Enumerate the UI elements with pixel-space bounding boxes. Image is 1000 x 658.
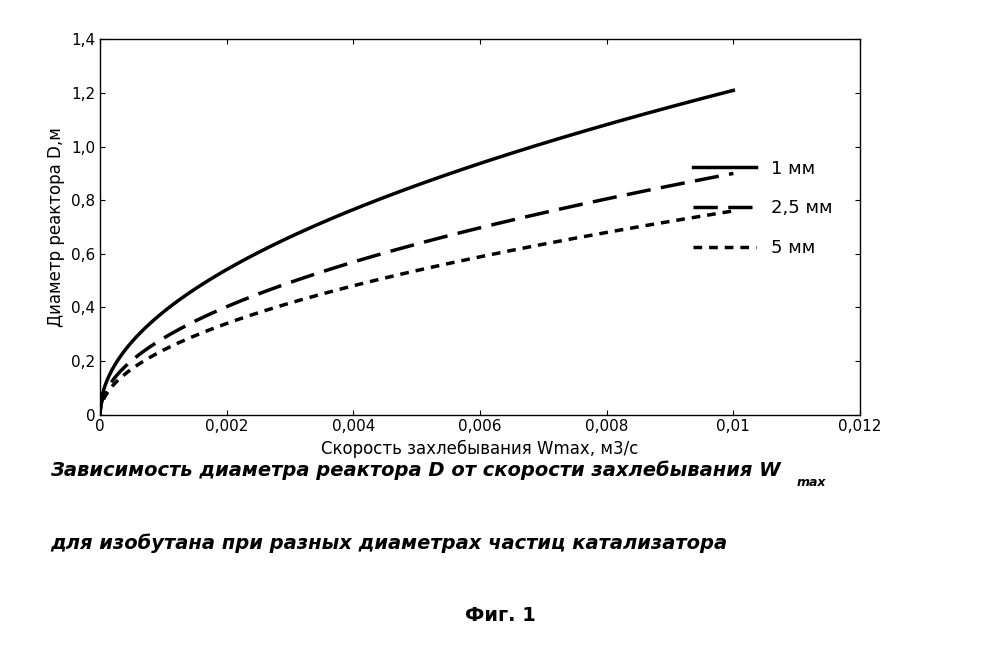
Line: 5 мм: 5 мм	[100, 211, 733, 415]
2,5 мм	[587, 198, 599, 206]
X-axis label: Скорость захлебывания Wmax, м3/с: Скорость захлебывания Wmax, м3/с	[321, 440, 639, 458]
5 мм	[222, 319, 234, 327]
5 мм	[587, 231, 599, 239]
2,5 мм	[611, 193, 623, 201]
2,5 мм	[727, 170, 739, 178]
5 мм	[696, 212, 708, 220]
5 мм	[132, 361, 144, 368]
2,5 мм	[222, 302, 234, 310]
Y-axis label: Диаметр реактора D,м: Диаметр реактора D,м	[47, 127, 65, 327]
1 мм	[727, 86, 739, 94]
1 мм	[654, 106, 666, 114]
1 мм	[222, 265, 234, 272]
1 мм	[611, 118, 623, 126]
5 мм	[611, 227, 623, 235]
2,5 мм	[132, 351, 144, 359]
5 мм	[654, 219, 666, 227]
2,5 мм	[94, 411, 106, 418]
Text: Зависимость диаметра реактора D от скорости захлебывания W: Зависимость диаметра реактора D от скоро…	[50, 461, 781, 480]
Legend: 1 мм, 2,5 мм, 5 мм: 1 мм, 2,5 мм, 5 мм	[686, 153, 840, 264]
1 мм	[587, 124, 599, 132]
5 мм	[94, 411, 106, 418]
1 мм	[132, 331, 144, 339]
Text: для изобутана при разных диаметрах частиц катализатора: для изобутана при разных диаметрах части…	[50, 533, 727, 553]
Line: 2,5 мм: 2,5 мм	[100, 174, 733, 415]
1 мм	[94, 411, 106, 418]
5 мм	[727, 207, 739, 215]
2,5 мм	[654, 184, 666, 192]
Line: 1 мм: 1 мм	[100, 90, 733, 415]
Text: max: max	[797, 476, 826, 489]
1 мм	[696, 95, 708, 103]
Text: Фиг. 1: Фиг. 1	[465, 606, 535, 624]
2,5 мм	[696, 176, 708, 184]
